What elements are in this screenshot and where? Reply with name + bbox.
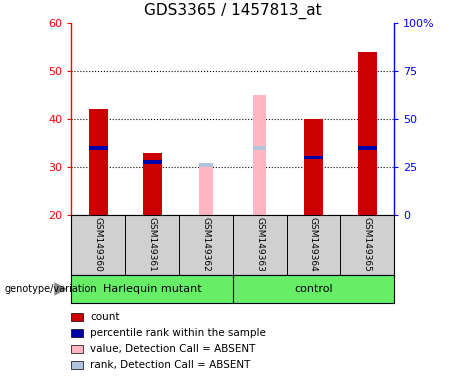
Text: value, Detection Call = ABSENT: value, Detection Call = ABSENT (90, 344, 255, 354)
Text: GSM149361: GSM149361 (148, 217, 157, 272)
Bar (143, 161, 161, 164)
Bar (304, 119, 323, 215)
Bar (199, 167, 213, 215)
Bar (253, 95, 266, 215)
Polygon shape (54, 282, 67, 296)
Bar (358, 52, 377, 215)
Text: GSM149364: GSM149364 (309, 217, 318, 272)
Bar (89, 146, 108, 150)
Bar (199, 163, 213, 167)
Bar (89, 109, 108, 215)
Bar (304, 156, 323, 159)
Text: count: count (90, 312, 119, 322)
Text: Harlequin mutant: Harlequin mutant (103, 284, 201, 294)
Bar (143, 152, 161, 215)
Text: genotype/variation: genotype/variation (5, 284, 97, 294)
Text: GSM149365: GSM149365 (363, 217, 372, 272)
Text: control: control (294, 284, 333, 294)
Text: GSM149360: GSM149360 (94, 217, 103, 272)
Text: GSM149362: GSM149362 (201, 217, 210, 272)
Bar (253, 146, 266, 150)
Text: GSM149363: GSM149363 (255, 217, 264, 272)
Text: percentile rank within the sample: percentile rank within the sample (90, 328, 266, 338)
Text: rank, Detection Call = ABSENT: rank, Detection Call = ABSENT (90, 360, 250, 370)
Title: GDS3365 / 1457813_at: GDS3365 / 1457813_at (144, 3, 322, 19)
Bar (358, 146, 377, 150)
